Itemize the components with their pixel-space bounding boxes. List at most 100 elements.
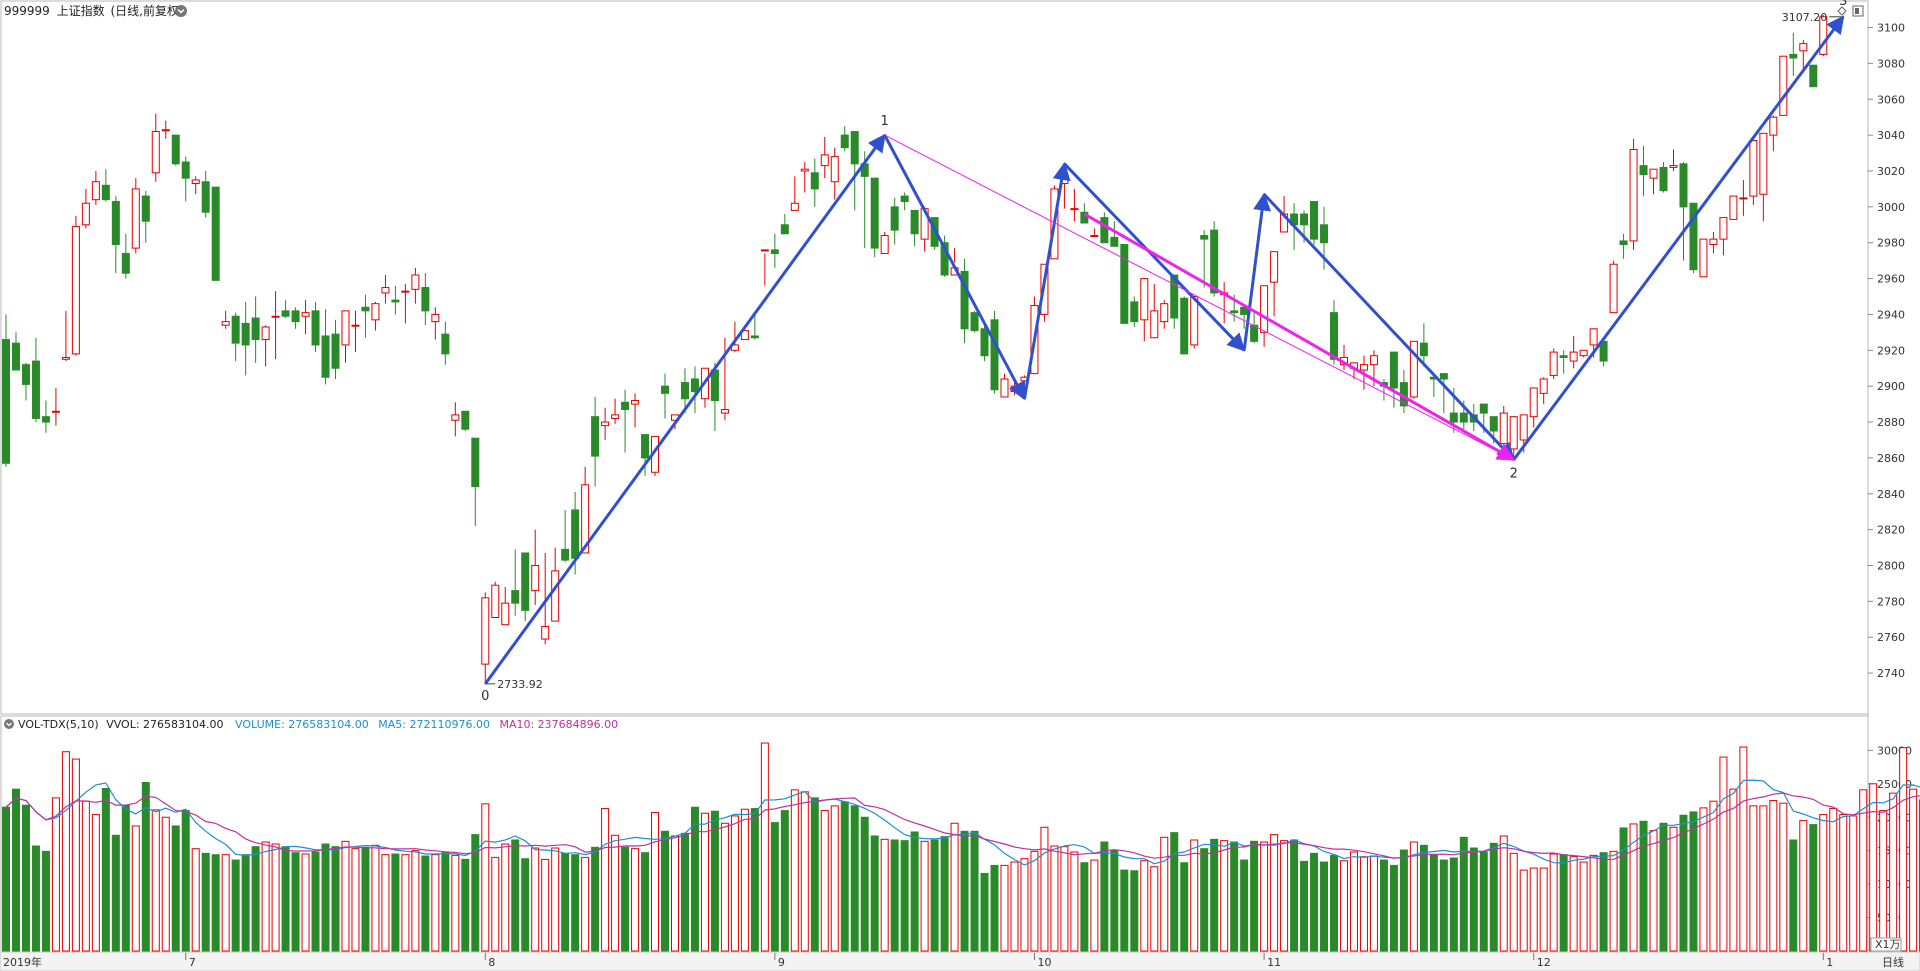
ma5-value: MA5: 272110976.00 <box>378 718 490 731</box>
volume-bar <box>21 804 30 952</box>
volume-bar <box>191 848 200 952</box>
candle-body <box>1779 55 1788 116</box>
volume-bar <box>1879 810 1888 952</box>
volume-bar <box>1170 832 1179 952</box>
volume-bar <box>790 789 799 952</box>
volume-bar <box>1240 859 1249 952</box>
volume-bar <box>1909 788 1918 952</box>
candle-body <box>1210 229 1219 294</box>
volume-bar <box>930 839 939 952</box>
volume-bar <box>301 853 310 952</box>
candle-body <box>780 224 789 235</box>
chevron-down-circle-icon[interactable] <box>175 5 187 17</box>
volume-bar <box>431 854 440 952</box>
volume-bar <box>41 850 50 952</box>
volume-menu-icon[interactable] <box>4 719 14 729</box>
candle-body <box>541 625 550 640</box>
pink-trend-thin-line <box>884 134 1514 461</box>
volume-bar <box>101 787 110 952</box>
volume-bar <box>1320 861 1329 952</box>
volume-bar <box>1010 861 1019 952</box>
candle-body <box>481 597 490 665</box>
candle-body <box>1359 364 1368 371</box>
volume-bar <box>421 855 430 952</box>
volume-bar <box>1489 842 1498 952</box>
volume-bar <box>730 815 739 952</box>
candle-body <box>141 195 150 222</box>
window-toggle-icon[interactable] <box>1852 5 1864 17</box>
volume-bar <box>1000 864 1009 952</box>
wave-2-3-thin-line <box>1513 16 1844 460</box>
candle-body <box>1130 301 1139 323</box>
candle-body <box>840 134 849 149</box>
candle-body <box>940 242 949 276</box>
price-tick-label: 3020 <box>1877 165 1905 178</box>
candle-body <box>571 509 580 559</box>
price-tick-label: 3000 <box>1877 201 1905 214</box>
volume-bar <box>311 851 320 952</box>
candle-body <box>51 410 60 413</box>
candle-body <box>1539 378 1548 394</box>
volume-bar <box>281 846 290 952</box>
candle-body <box>1639 165 1648 176</box>
volume-bar <box>710 810 719 952</box>
price-tick-label: 2940 <box>1877 308 1905 321</box>
volume-bar <box>131 825 140 952</box>
volume-bar <box>11 788 20 952</box>
volume-bar <box>1180 862 1189 952</box>
candle-body <box>1739 197 1748 200</box>
volume-bar <box>2 806 10 952</box>
candle-body <box>1120 244 1129 324</box>
candle-body <box>461 410 470 430</box>
year-label: 2019年 <box>3 955 42 969</box>
candle-body <box>331 333 340 369</box>
volume-bar <box>780 810 789 952</box>
candle-body <box>131 188 140 249</box>
candle-body <box>1689 202 1698 271</box>
volume-bar <box>611 834 620 952</box>
volume-bar <box>1629 823 1638 952</box>
volume-bar <box>830 805 839 952</box>
candle-body <box>401 290 410 293</box>
volume-bars-group <box>2 742 1920 952</box>
candle-body <box>1240 306 1249 315</box>
candle-body <box>1569 351 1578 362</box>
candle-body <box>1389 351 1398 389</box>
candle-body <box>680 382 689 400</box>
candle-body <box>1769 116 1778 136</box>
month-tick-label: 10 <box>1037 956 1051 969</box>
candle-body <box>1489 416 1498 432</box>
candle-body <box>990 319 999 391</box>
volume-bar <box>501 843 510 952</box>
candle-body <box>770 249 779 254</box>
volume-bar <box>581 856 590 952</box>
candle-body <box>1170 274 1179 319</box>
volume-bar <box>740 808 749 952</box>
volume-bar <box>1579 861 1588 952</box>
volume-bar <box>1379 859 1388 952</box>
candle-body <box>1609 263 1618 314</box>
volume-bar <box>1679 814 1688 952</box>
candle-body <box>1140 278 1149 321</box>
volume-bar <box>1639 820 1648 952</box>
volume-bar <box>1260 841 1269 952</box>
candle-body <box>11 342 20 371</box>
volume-bar <box>1300 860 1309 952</box>
candle-body <box>451 414 460 421</box>
candle-body <box>311 310 320 346</box>
candle-body <box>1709 238 1718 246</box>
candle-body <box>1260 285 1269 333</box>
candle-body <box>621 401 630 410</box>
volume-bar <box>800 791 809 952</box>
candle-body <box>970 312 979 332</box>
candle-body <box>251 317 260 341</box>
diamond-icon[interactable] <box>1837 6 1847 16</box>
wave-c-thin-line <box>1064 163 1245 351</box>
volume-bar <box>601 808 610 952</box>
candle-body <box>1559 355 1568 358</box>
volume-bar <box>1809 824 1818 952</box>
volume-bar <box>980 872 989 952</box>
candle-body <box>561 548 570 561</box>
month-tick-label: 9 <box>778 956 785 969</box>
